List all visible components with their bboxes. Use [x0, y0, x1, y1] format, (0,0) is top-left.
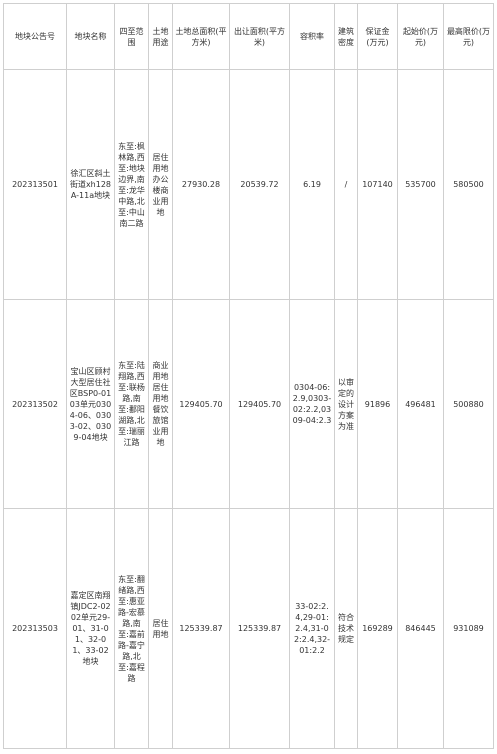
table-row: 202313503 嘉定区南翔镇JDC2-0202单元29-01、31-01、32… — [3, 508, 494, 749]
table-cell: 0304-06:2.9,0303-02:2.2,0309-04:2.3 — [289, 299, 335, 509]
table-cell: 居住用地 — [148, 508, 173, 749]
table-cell: 202313501 — [3, 69, 67, 300]
table-cell: 徐汇区斜土街道xh128A-11a地块 — [66, 69, 115, 300]
header-cell: 地块公告号 — [3, 3, 67, 70]
header-cell: 容积率 — [289, 3, 335, 70]
header-cell: 出让面积(平方米) — [229, 3, 290, 70]
table-cell: 嘉定区南翔镇JDC2-0202单元29-01、31-01、32-01、33-02… — [66, 508, 115, 749]
table-cell: 东至:枫林路,西至:地块边界,南至:龙华中路,北至:中山南二路 — [114, 69, 149, 300]
table-cell: 宝山区顾村大型居住社区BSP0-0103单元0304-06、0303-02、03… — [66, 299, 115, 509]
table-cell: 496481 — [397, 299, 444, 509]
table-cell: 91896 — [357, 299, 398, 509]
table-cell: 东至:陆翔路,西至:联杨路,南至:鄱阳湖路,北至:瑞丽江路 — [114, 299, 149, 509]
table-cell: 500880 — [443, 299, 494, 509]
table-cell: 129405.70 — [172, 299, 230, 509]
table-row: 202313502 宝山区顾村大型居住社区BSP0-0103单元0304-06、0… — [3, 299, 494, 509]
table-cell: 符合技术规定 — [334, 508, 358, 749]
table-cell: 580500 — [443, 69, 494, 300]
header-cell: 土地用途 — [148, 3, 173, 70]
land-table: 地块公告号 地块名称 四至范围 土地用途 土地总面积(平方米) 出让面积(平方米) 容积率建… — [3, 3, 494, 749]
table-row: 202313501 徐汇区斜土街道xh128A-11a地块 东至:枫林路,西至:地块… — [3, 69, 494, 300]
table-cell: 居住用地办公楼商业用地 — [148, 69, 173, 300]
table-cell: 202313503 — [3, 508, 67, 749]
table-body: 地块公告号 地块名称 四至范围 土地用途 土地总面积(平方米) 出让面积(平方米) 容积率建… — [3, 3, 494, 749]
table-cell: 202313502 — [3, 299, 67, 509]
table-cell: 以审定的设计方案为准 — [334, 299, 358, 509]
header-cell: 最高限价(万元) — [443, 3, 494, 70]
table-cell: 20539.72 — [229, 69, 290, 300]
table-cell: 商业用地居住用地餐饮旅馆业用地 — [148, 299, 173, 509]
header-cell: 四至范围 — [114, 3, 149, 70]
table-cell: 846445 — [397, 508, 444, 749]
table-cell: 125339.87 — [229, 508, 290, 749]
table-cell: 535700 — [397, 69, 444, 300]
header-cell: 保证金(万元) — [357, 3, 398, 70]
table-cell: 27930.28 — [172, 69, 230, 300]
table-cell: 33-02:2.4,29-01:2.4,31-02:2.4,32-01:2.2 — [289, 508, 335, 749]
header-cell: 地块名称 — [66, 3, 115, 70]
table-cell: 125339.87 — [172, 508, 230, 749]
header-cell: 建筑密度 — [334, 3, 358, 70]
table-cell: 931089 — [443, 508, 494, 749]
header-row: 地块公告号 地块名称 四至范围 土地用途 土地总面积(平方米) 出让面积(平方米) 容积率建… — [3, 3, 494, 70]
table-cell: / — [334, 69, 358, 300]
header-cell: 起始价(万元) — [397, 3, 444, 70]
header-cell: 土地总面积(平方米) — [172, 3, 230, 70]
table-cell: 129405.70 — [229, 299, 290, 509]
table-cell: 107140 — [357, 69, 398, 300]
table-cell: 6.19 — [289, 69, 335, 300]
table-cell: 169289 — [357, 508, 398, 749]
table-cell: 东至:翻绪路,西至:惠亚路-宏慕路,南至:嘉前路-嘉宁路,北至:嘉程路 — [114, 508, 149, 749]
